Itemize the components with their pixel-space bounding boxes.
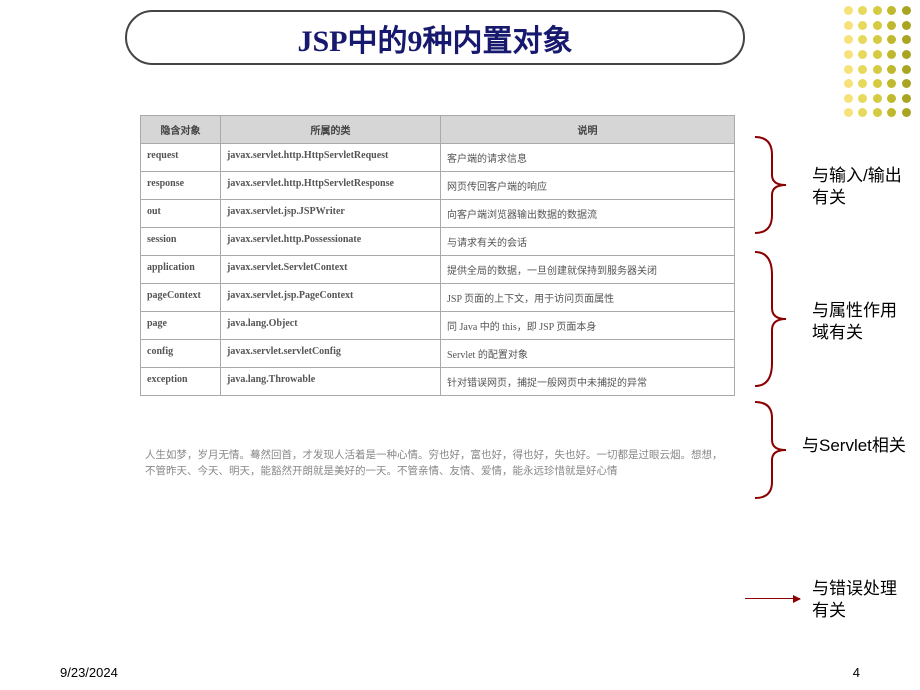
cell-desc: 针对错误网页，捕捉一般网页中未捕捉的异常 [441, 368, 735, 396]
dot [902, 6, 911, 15]
bracket-scope [750, 250, 810, 388]
cell-desc: 同 Java 中的 this，即 JSP 页面本身 [441, 312, 735, 340]
cell-class: java.lang.Throwable [221, 368, 441, 396]
dot [873, 35, 882, 44]
cell-object: pageContext [141, 284, 221, 312]
page-title: JSP中的9种内置对象 [297, 16, 572, 60]
cell-desc: Servlet 的配置对象 [441, 340, 735, 368]
cell-object: request [141, 144, 221, 172]
dot [887, 35, 896, 44]
table-row: applicationjavax.servlet.ServletContext提… [141, 256, 735, 284]
jsp-objects-table-wrap: 隐含对象 所属的类 说明 requestjavax.servlet.http.H… [140, 115, 735, 396]
dot [887, 21, 896, 30]
dot [858, 6, 867, 15]
footer-paragraph: 人生如梦，岁月无情。蓦然回首，才发现人活着是一种心情。穷也好，富也好，得也好，失… [145, 448, 725, 480]
dot [858, 65, 867, 74]
cell-class: javax.servlet.http.HttpServletRequest [221, 144, 441, 172]
dot [873, 6, 882, 15]
table-header-row: 隐含对象 所属的类 说明 [141, 116, 735, 144]
bracket-servlet [750, 400, 810, 500]
table-row: requestjavax.servlet.http.HttpServletReq… [141, 144, 735, 172]
dot [902, 35, 911, 44]
dot [858, 21, 867, 30]
annotation-io: 与输入/输出有关 [812, 165, 912, 209]
table-row: sessionjavax.servlet.http.Possessionate与… [141, 228, 735, 256]
table-row: pagejava.lang.Object同 Java 中的 this，即 JSP… [141, 312, 735, 340]
footer-page-number: 4 [853, 665, 860, 680]
annotation-servlet: 与Servlet相关 [802, 435, 912, 457]
dot [902, 108, 911, 117]
cell-desc: 向客户端浏览器输出数据的数据流 [441, 200, 735, 228]
dot [844, 94, 853, 103]
dot [902, 79, 911, 88]
cell-object: response [141, 172, 221, 200]
dot [858, 94, 867, 103]
dot [844, 21, 853, 30]
dot [887, 108, 896, 117]
table-row: configjavax.servlet.servletConfigServlet… [141, 340, 735, 368]
dot [873, 65, 882, 74]
dot [902, 94, 911, 103]
th-object: 隐含对象 [141, 116, 221, 144]
cell-object: out [141, 200, 221, 228]
dot [887, 94, 896, 103]
dot [902, 50, 911, 59]
cell-object: session [141, 228, 221, 256]
dot [858, 108, 867, 117]
table-row: responsejavax.servlet.http.HttpServletRe… [141, 172, 735, 200]
table-row: outjavax.servlet.jsp.JSPWriter向客户端浏览器输出数… [141, 200, 735, 228]
jsp-objects-table: 隐含对象 所属的类 说明 requestjavax.servlet.http.H… [140, 115, 735, 396]
table-row: pageContextjavax.servlet.jsp.PageContext… [141, 284, 735, 312]
th-desc: 说明 [441, 116, 735, 144]
dot [873, 50, 882, 59]
cell-object: application [141, 256, 221, 284]
cell-class: javax.servlet.servletConfig [221, 340, 441, 368]
dot [858, 79, 867, 88]
dot [873, 108, 882, 117]
dot [844, 79, 853, 88]
cell-class: javax.servlet.ServletContext [221, 256, 441, 284]
cell-class: java.lang.Object [221, 312, 441, 340]
cell-object: page [141, 312, 221, 340]
cell-desc: JSP 页面的上下文，用于访问页面属性 [441, 284, 735, 312]
dot [873, 79, 882, 88]
dot [858, 50, 867, 59]
dot [902, 65, 911, 74]
th-class: 所属的类 [221, 116, 441, 144]
dot [902, 21, 911, 30]
decorative-dots [844, 6, 914, 121]
cell-object: config [141, 340, 221, 368]
dot [887, 65, 896, 74]
dot [887, 6, 896, 15]
annotation-scope: 与属性作用域有关 [812, 300, 912, 344]
cell-desc: 提供全局的数据，一旦创建就保持到服务器关闭 [441, 256, 735, 284]
dot [858, 35, 867, 44]
cell-desc: 网页传回客户端的响应 [441, 172, 735, 200]
dot [887, 79, 896, 88]
dot [844, 35, 853, 44]
dot [873, 21, 882, 30]
cell-class: javax.servlet.http.Possessionate [221, 228, 441, 256]
title-container: JSP中的9种内置对象 [125, 10, 745, 65]
dot [887, 50, 896, 59]
arrow-error [745, 598, 800, 599]
cell-class: javax.servlet.jsp.JSPWriter [221, 200, 441, 228]
dot [844, 50, 853, 59]
cell-object: exception [141, 368, 221, 396]
footer-date: 9/23/2024 [60, 665, 118, 680]
dot [844, 6, 853, 15]
table-row: exceptionjava.lang.Throwable针对错误网页，捕捉一般网… [141, 368, 735, 396]
annotation-error: 与错误处理有关 [812, 578, 912, 622]
dot [844, 108, 853, 117]
table-body: requestjavax.servlet.http.HttpServletReq… [141, 144, 735, 396]
cell-class: javax.servlet.jsp.PageContext [221, 284, 441, 312]
dot [873, 94, 882, 103]
dot [844, 65, 853, 74]
cell-desc: 与请求有关的会话 [441, 228, 735, 256]
cell-desc: 客户端的请求信息 [441, 144, 735, 172]
cell-class: javax.servlet.http.HttpServletResponse [221, 172, 441, 200]
bracket-io [750, 135, 810, 235]
